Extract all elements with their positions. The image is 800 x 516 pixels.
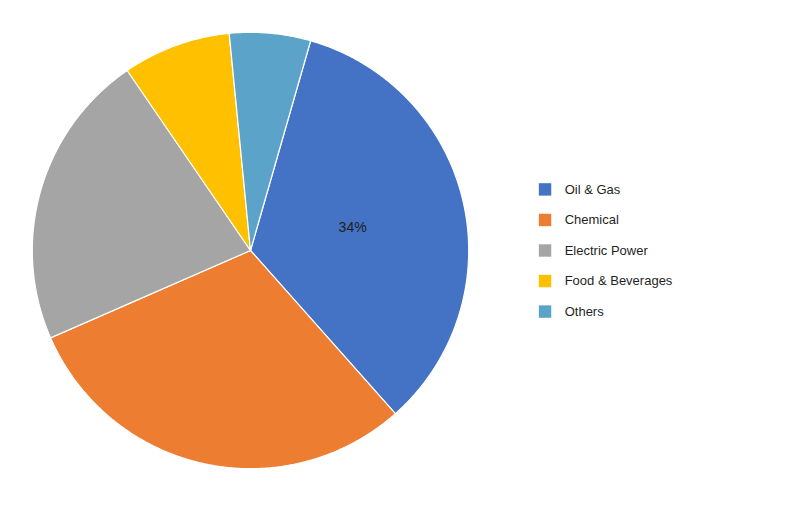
svg-text:Chemical: Chemical (565, 212, 619, 227)
svg-text:Oil & Gas: Oil & Gas (565, 182, 621, 197)
svg-text:34%: 34% (339, 219, 367, 235)
svg-text:Food & Beverages: Food & Beverages (565, 273, 673, 288)
svg-text:Electric Power: Electric Power (565, 243, 649, 258)
svg-text:Others: Others (565, 304, 605, 319)
